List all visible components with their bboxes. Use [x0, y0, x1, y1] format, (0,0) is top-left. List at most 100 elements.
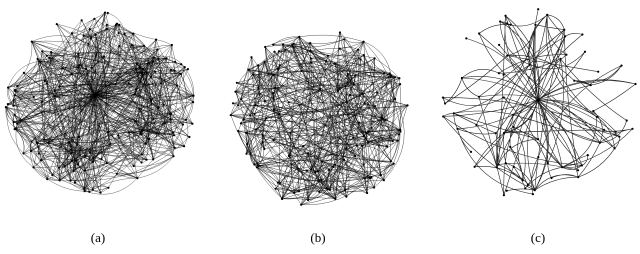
node [376, 91, 379, 94]
node [249, 152, 252, 155]
node [504, 14, 507, 17]
node [512, 113, 515, 116]
node [310, 168, 313, 171]
node [603, 128, 606, 131]
node [152, 158, 155, 161]
node [366, 191, 369, 195]
node [70, 148, 73, 151]
node [332, 165, 335, 169]
node [363, 102, 366, 105]
node [155, 38, 158, 41]
node [147, 61, 150, 64]
node [106, 11, 109, 15]
node [497, 72, 500, 75]
node [360, 144, 364, 147]
node [69, 179, 72, 182]
node [183, 145, 186, 148]
caption: (b) [310, 230, 325, 245]
node [99, 191, 102, 194]
node [300, 203, 303, 206]
node [171, 131, 175, 134]
node [36, 57, 39, 61]
node [362, 40, 365, 43]
node [261, 133, 264, 136]
node [273, 50, 276, 53]
node [263, 100, 266, 103]
edges [230, 32, 408, 205]
node [149, 75, 152, 79]
node [130, 43, 133, 47]
node [581, 33, 584, 36]
node [396, 139, 399, 142]
node [82, 34, 85, 37]
node [254, 128, 258, 131]
node [272, 97, 275, 100]
node [357, 121, 360, 124]
node [87, 42, 90, 45]
node [298, 35, 301, 39]
node [565, 53, 568, 56]
node [43, 138, 46, 141]
node [272, 138, 275, 141]
node [309, 49, 312, 52]
node [373, 57, 376, 60]
node [343, 38, 346, 41]
node [392, 162, 395, 165]
node [534, 23, 537, 26]
node [109, 142, 112, 145]
node [138, 107, 141, 110]
node [134, 120, 137, 123]
node [592, 110, 595, 113]
node [135, 62, 138, 66]
node [105, 23, 108, 26]
node [48, 56, 51, 59]
node [247, 68, 250, 71]
edges [442, 9, 636, 196]
node [152, 60, 155, 63]
node [561, 166, 564, 169]
node [163, 122, 166, 125]
node [310, 61, 313, 64]
node [381, 117, 385, 120]
node [58, 179, 61, 182]
node [91, 188, 94, 191]
node [583, 50, 587, 53]
node [305, 169, 308, 172]
node [253, 112, 256, 116]
node [70, 159, 73, 162]
node [618, 135, 621, 138]
node [22, 71, 25, 74]
node [367, 130, 370, 133]
node [478, 32, 481, 35]
node [502, 96, 505, 99]
node [252, 73, 255, 76]
node [398, 77, 401, 80]
node [537, 156, 540, 159]
node [102, 55, 105, 58]
node [505, 189, 508, 192]
node [169, 68, 173, 71]
node [172, 155, 175, 158]
node [272, 108, 276, 111]
node [338, 31, 341, 34]
node [86, 72, 89, 75]
node [573, 79, 576, 82]
node [598, 141, 602, 144]
node [521, 179, 524, 182]
node [342, 158, 346, 161]
node [156, 48, 159, 51]
node [309, 57, 312, 60]
network-b [229, 31, 409, 206]
node [30, 40, 33, 43]
node [512, 125, 515, 128]
node [84, 154, 87, 157]
node [77, 163, 80, 166]
node [278, 64, 281, 67]
node [61, 67, 64, 70]
network-c [441, 8, 637, 197]
node [291, 43, 294, 46]
node [45, 82, 49, 85]
node [347, 113, 350, 116]
node [192, 94, 195, 97]
